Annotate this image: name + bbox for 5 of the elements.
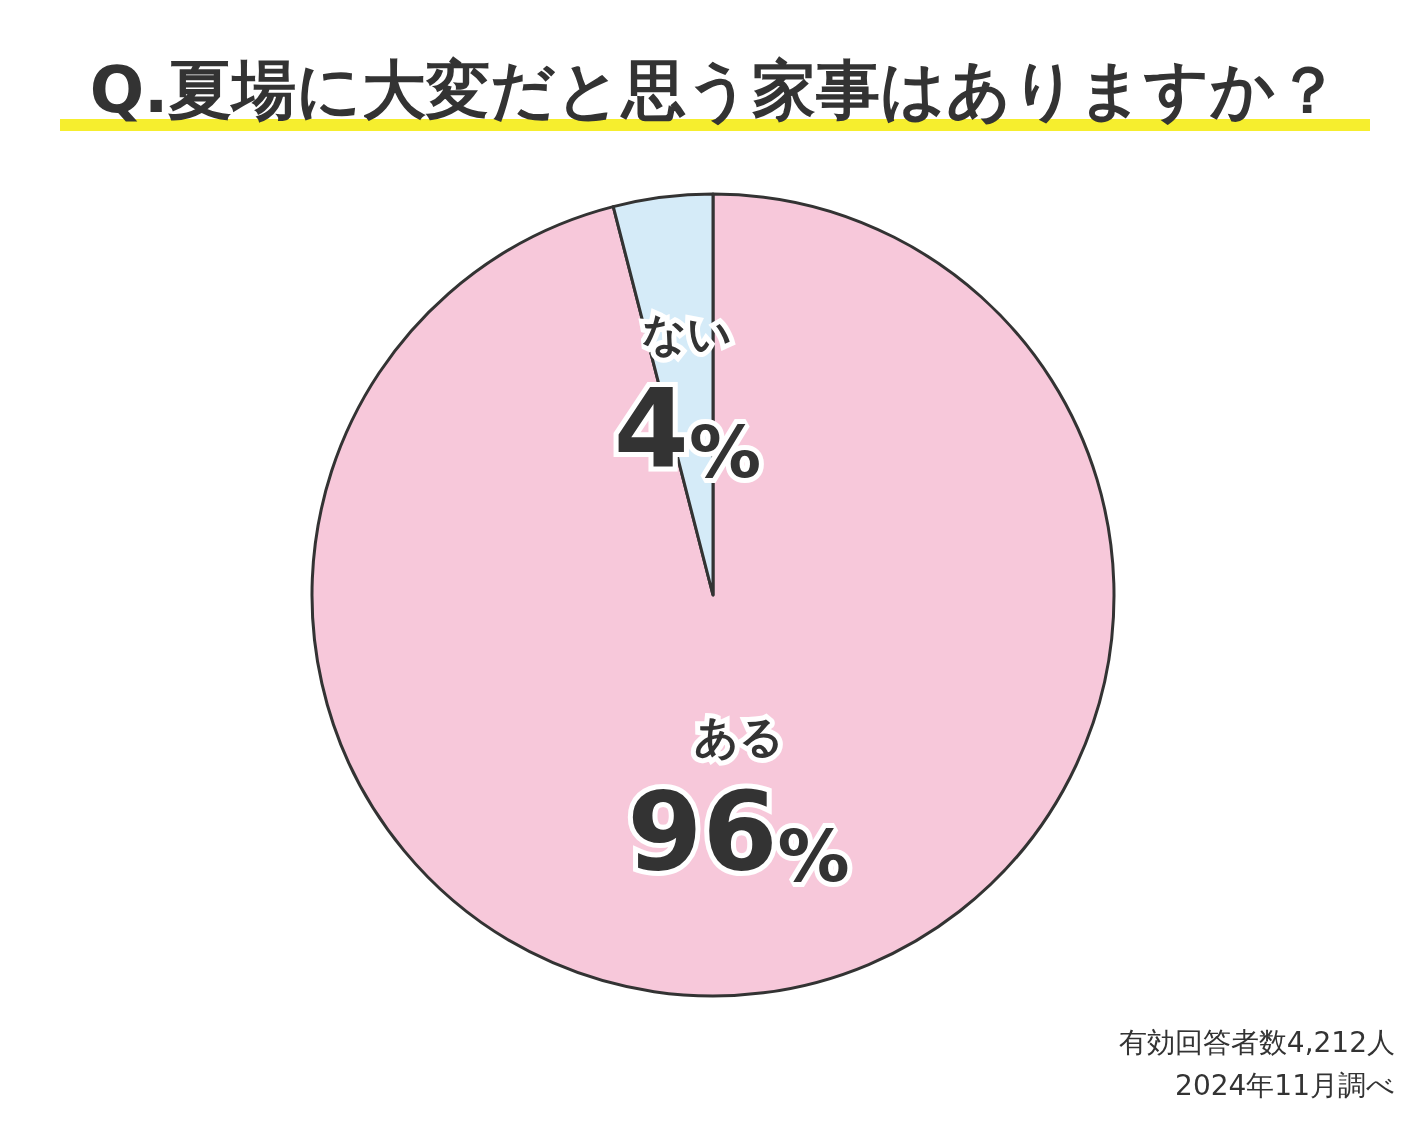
- slice-label: ある: [693, 711, 784, 763]
- text: 有効回答者数4,212人: [1118, 1025, 1395, 1059]
- data-label: 96%: [627, 769, 850, 898]
- text: 2024年11月調べ: [1175, 1068, 1395, 1102]
- chart-title: Q.夏場に大変だと思う家事はありますか？: [89, 53, 1341, 127]
